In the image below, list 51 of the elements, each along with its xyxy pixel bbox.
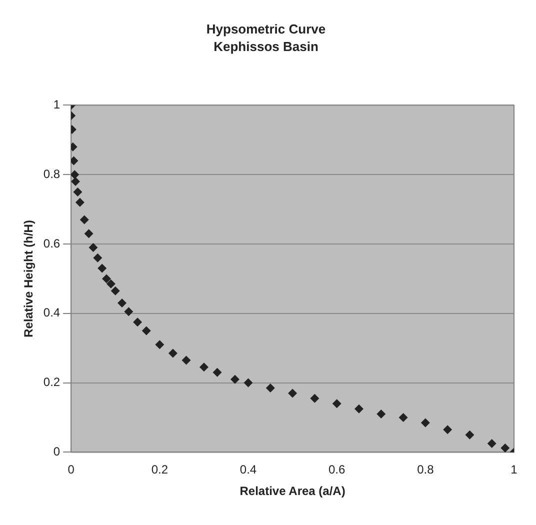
point [106,279,116,288]
point [332,399,342,408]
point [88,242,98,252]
point [155,340,164,350]
y-tick-label: 0.2 [43,375,60,390]
point [310,394,320,403]
point [93,253,102,262]
y-tick-label: 0.6 [43,236,60,250]
y-tick-label: 1 [53,98,60,112]
point [124,307,134,316]
x-tick-label: 0.2 [151,462,168,477]
point [288,388,298,398]
point [73,187,82,196]
point [230,374,240,384]
point [168,348,178,358]
y-tick-label: 0.8 [43,166,60,181]
point [199,362,208,372]
point [102,274,112,284]
point [71,170,80,180]
point [71,177,80,186]
x-tick-label: 0 [68,462,75,477]
point [133,318,142,327]
x-tick-label: 0.6 [328,462,346,477]
point [500,444,510,452]
point [142,326,151,336]
x-tick-label: 0.4 [240,462,257,477]
y-axis-title: Relative Height (h/H) [22,220,36,338]
point [75,198,84,207]
point [266,384,275,393]
x-tick-label: 0.8 [417,462,434,477]
chart-subtitle: Kephissos Basin [214,38,318,54]
y-tick-label: 0 [53,444,60,459]
point [465,430,474,440]
point [354,404,364,414]
y-tick-label: 0.4 [43,306,60,320]
point [244,378,253,388]
point [182,356,191,365]
point [84,229,94,238]
point [118,298,127,308]
point [98,264,107,273]
point [420,418,430,428]
point [398,413,408,422]
point [110,286,120,296]
point [212,368,222,377]
point [487,439,496,448]
point [443,425,452,434]
chart-title: Hypsometric Curve [206,21,326,36]
point [80,215,89,224]
x-tick-label: 1 [510,462,518,477]
point [376,410,386,419]
x-axis-title: Relative Area (a/A) [240,484,346,498]
